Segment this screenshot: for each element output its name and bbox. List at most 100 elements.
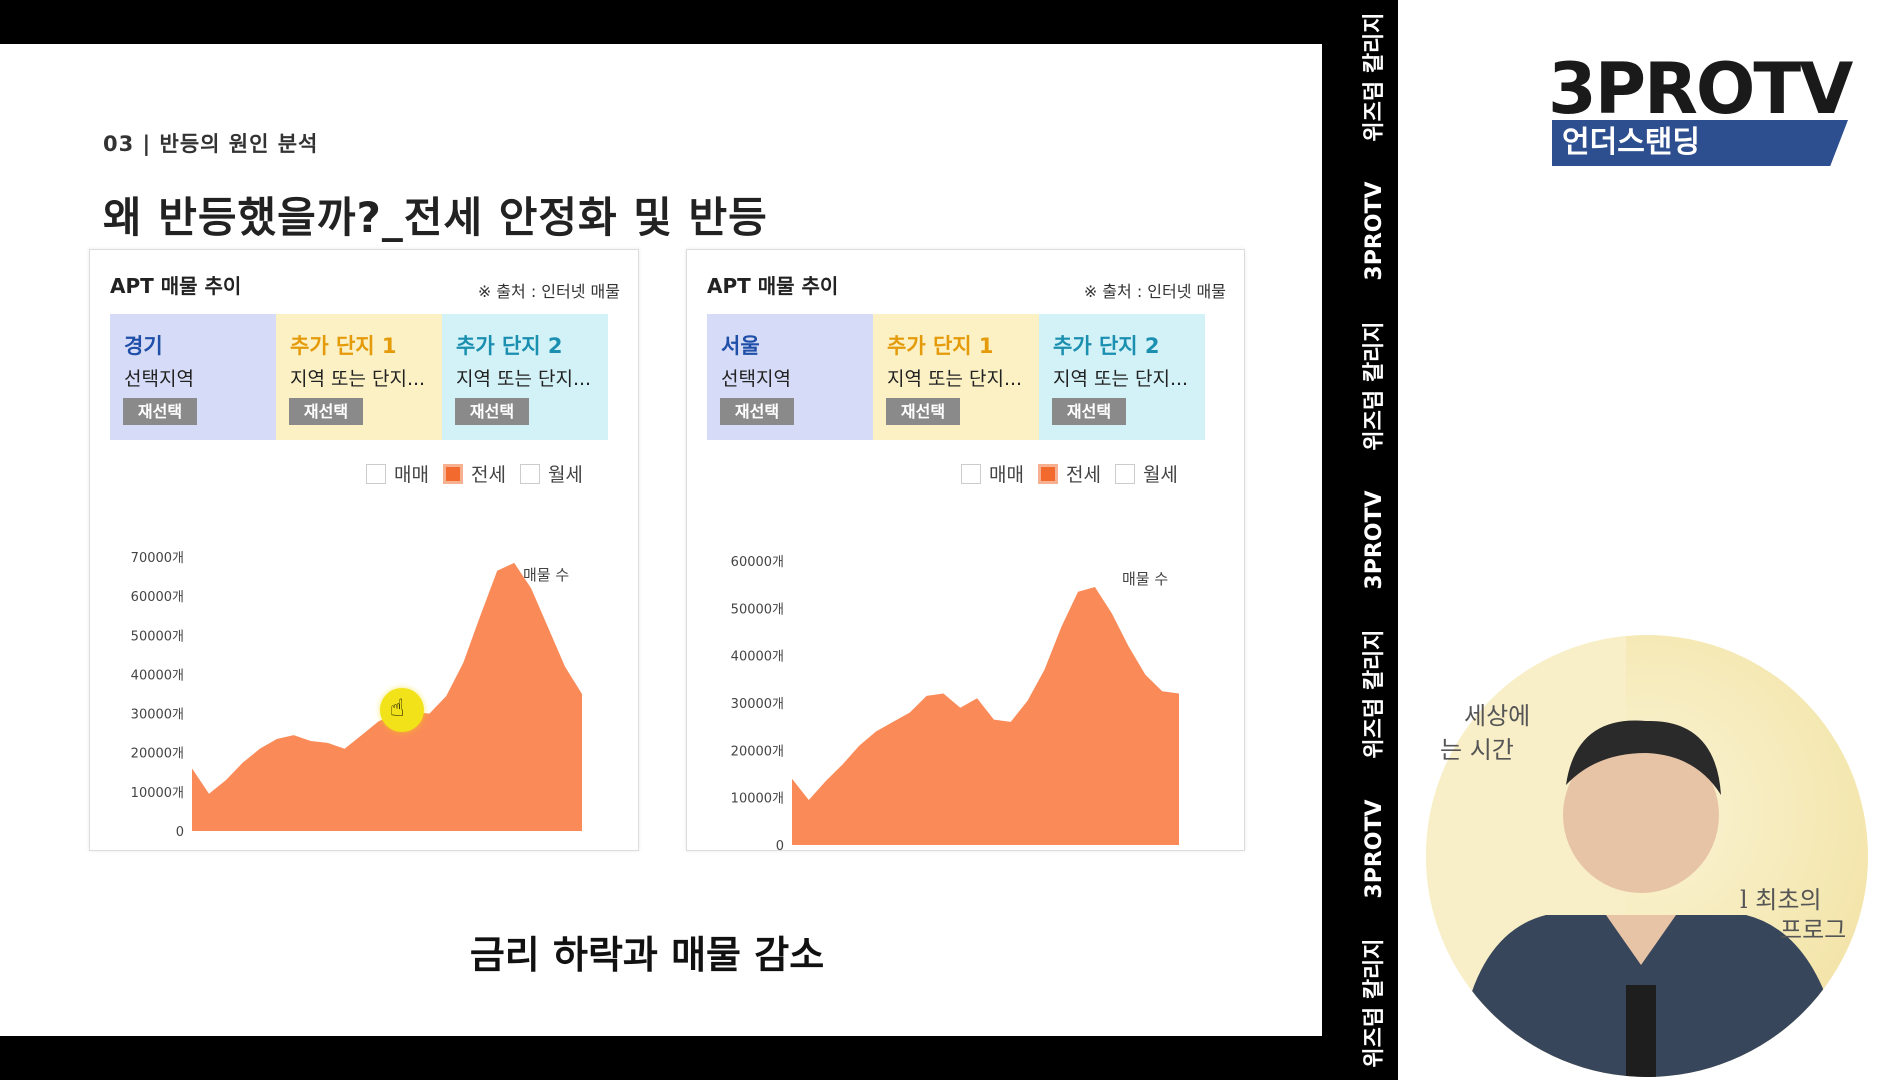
area-series-jeonse bbox=[192, 562, 582, 831]
channel-logo-sub: 언더스탠딩 bbox=[1552, 120, 1848, 166]
slide-subtitle: 금리 하락과 매물 감소 bbox=[469, 933, 825, 977]
legend-label: 매매 bbox=[394, 464, 429, 486]
region-name: 추가 단지 2 bbox=[1053, 334, 1160, 358]
legend-checkbox[interactable] bbox=[519, 463, 540, 484]
region-box-1[interactable]: 추가 단지 1 지역 또는 단지... 재선택 bbox=[276, 314, 442, 440]
y-tick-label: 60000개 bbox=[131, 590, 184, 605]
banner-segment: 위즈덤 칼리지 bbox=[1362, 938, 1387, 1068]
chart-legend: 매매 전세 월세 bbox=[352, 460, 583, 487]
area-chart-svg: 0 10000개 20000개 30000개 40000개 50000개 60000개 700… bbox=[131, 551, 593, 850]
legend-item-매매[interactable]: 매매 bbox=[366, 460, 429, 487]
region-box-1[interactable]: 추가 단지 1 지역 또는 단지... 재선택 bbox=[873, 314, 1039, 440]
y-tick-label: 0 bbox=[776, 839, 784, 850]
legend-label: 전세 bbox=[470, 464, 506, 486]
background-text: 세상에 bbox=[1464, 702, 1531, 730]
area-series-jeonse bbox=[792, 587, 1179, 845]
region-name: 서울 bbox=[721, 334, 760, 358]
legend-checkbox[interactable] bbox=[366, 463, 386, 484]
y-tick-label: 20000개 bbox=[731, 744, 784, 759]
region-box-2[interactable]: 추가 단지 2 지역 또는 단지... 재선택 bbox=[1039, 314, 1205, 440]
presenter-video bbox=[1426, 635, 1868, 1077]
banner-segment: 3PROTV bbox=[1362, 181, 1387, 281]
y-tick-label: 50000개 bbox=[131, 629, 184, 644]
background-text: 는 시간 bbox=[1440, 736, 1514, 764]
legend-label: 월세 bbox=[547, 464, 583, 486]
chart-source: ※ 출처 : 인터넷 매물 bbox=[477, 282, 620, 301]
x-tick-label: 22/6/29 bbox=[412, 849, 466, 850]
chart-source: ※ 출처 : 인터넷 매물 bbox=[1083, 282, 1226, 301]
reselect-button[interactable]: 재선택 bbox=[289, 398, 363, 425]
y-tick-label: 40000개 bbox=[131, 668, 184, 683]
y-tick-label: 0 bbox=[176, 825, 184, 840]
section-label: 03 | 반등의 원인 분석 bbox=[103, 132, 319, 156]
y-tick-label: 70000개 bbox=[131, 551, 184, 566]
legend-checkbox[interactable] bbox=[1037, 463, 1058, 484]
x-tick-label: 21/8/1 bbox=[290, 849, 335, 850]
reselect-button[interactable]: 재선택 bbox=[720, 398, 794, 425]
background-text: 프로그 bbox=[1780, 916, 1847, 944]
y-tick-label: 30000개 bbox=[131, 708, 184, 723]
region-name: 추가 단지 2 bbox=[456, 334, 563, 358]
legend-item-매매[interactable]: 매매 bbox=[961, 460, 1024, 487]
y-tick-label: 50000개 bbox=[731, 602, 784, 617]
series-label: 매물 수 bbox=[1122, 570, 1168, 588]
y-tick-label: 30000개 bbox=[731, 697, 784, 712]
region-name: 추가 단지 1 bbox=[290, 334, 397, 358]
y-tick-label: 60000개 bbox=[731, 555, 784, 570]
region-name: 경기 bbox=[124, 334, 163, 358]
legend-item-월세[interactable]: 월세 bbox=[519, 460, 583, 487]
region-subtitle: 선택지역 bbox=[124, 368, 194, 390]
reselect-button[interactable]: 재선택 bbox=[455, 398, 529, 425]
banner-segment: 위즈덤 칼리지 bbox=[1362, 12, 1387, 142]
channel-logo: 3PROTV bbox=[1548, 48, 1853, 130]
legend-label: 월세 bbox=[1142, 464, 1178, 486]
chart-legend: 매매 전세 월세 bbox=[947, 460, 1178, 487]
legend-checkbox[interactable] bbox=[1114, 463, 1135, 484]
y-tick-label: 10000개 bbox=[731, 792, 784, 807]
reselect-button[interactable]: 재선택 bbox=[123, 398, 197, 425]
legend-item-전세[interactable]: 전세 bbox=[1037, 460, 1101, 487]
hand-cursor-icon: ☝ bbox=[380, 688, 424, 732]
legend-checkbox[interactable] bbox=[961, 463, 981, 484]
reselect-button[interactable]: 재선택 bbox=[886, 398, 960, 425]
region-subtitle: 지역 또는 단지... bbox=[887, 368, 1023, 390]
presenter-figure bbox=[1426, 635, 1846, 1077]
side-banner: 위즈덤 칼리지 3PROTV 위즈덤 칼리지 3PROTV 위즈덤 칼리지 3PROTV 위… bbox=[1352, 0, 1398, 1080]
legend-item-월세[interactable]: 월세 bbox=[1114, 460, 1178, 487]
x-tick-label: 22/12/12 bbox=[471, 849, 534, 850]
y-tick-label: 20000개 bbox=[131, 747, 184, 762]
x-tick-label: 20/9/1 bbox=[163, 849, 208, 850]
region-name: 추가 단지 1 bbox=[887, 334, 994, 358]
slide-title: 왜 반등했을까?_전세 안정화 및 반등 bbox=[103, 193, 768, 242]
series-label: 매물 수 bbox=[523, 566, 569, 584]
area-chart-svg: 010000개20000개30000개40000개50000개60000개20/… bbox=[731, 555, 1179, 850]
y-tick-label: 40000개 bbox=[731, 650, 784, 665]
banner-segment: 3PROTV bbox=[1362, 799, 1387, 899]
region-subtitle: 지역 또는 단지... bbox=[456, 368, 592, 390]
x-tick-label: 21/2/15 bbox=[222, 849, 276, 850]
banner-segment: 3PROTV bbox=[1362, 490, 1387, 590]
x-tick-label: 23/5/28 bbox=[539, 849, 593, 850]
region-subtitle: 선택지역 bbox=[721, 368, 791, 390]
y-tick-label: 10000개 bbox=[131, 786, 184, 801]
region-box-2[interactable]: 추가 단지 2 지역 또는 단지... 재선택 bbox=[442, 314, 608, 440]
background-text: l 최초의 bbox=[1740, 886, 1822, 914]
legend-label: 매매 bbox=[989, 464, 1024, 486]
banner-segment: 위즈덤 칼리지 bbox=[1362, 629, 1387, 759]
x-tick-label: 22/1/14 bbox=[349, 849, 403, 850]
legend-item-전세[interactable]: 전세 bbox=[442, 460, 506, 487]
banner-segment: 위즈덤 칼리지 bbox=[1362, 321, 1387, 451]
region-subtitle: 지역 또는 단지... bbox=[1053, 368, 1189, 390]
legend-checkbox[interactable] bbox=[442, 463, 463, 484]
reselect-button[interactable]: 재선택 bbox=[1052, 398, 1126, 425]
chart-title: APT 매물 추이 bbox=[707, 274, 839, 298]
region-subtitle: 지역 또는 단지... bbox=[290, 368, 426, 390]
legend-label: 전세 bbox=[1065, 464, 1101, 486]
chart-title: APT 매물 추이 bbox=[110, 274, 242, 298]
